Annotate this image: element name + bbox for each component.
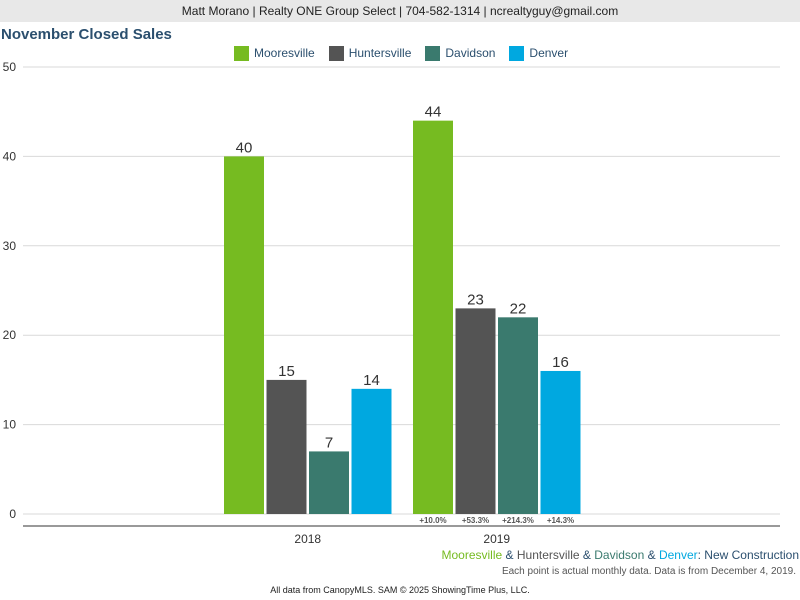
change-label: +10.0% <box>419 516 446 525</box>
legend-label-davidson: Davidson <box>445 46 496 60</box>
bar-davidson-2018 <box>309 451 349 514</box>
chart-subtitle: Mooresville & Huntersville & Davidson & … <box>442 548 800 562</box>
data-label: 7 <box>325 434 333 451</box>
data-label: 22 <box>510 300 527 317</box>
bar-huntersville-2018 <box>266 379 307 514</box>
legend-swatch-denver <box>509 45 525 61</box>
legend-item-davidson: Davidson <box>425 45 496 61</box>
subtitle-huntersville: Huntersville <box>516 548 580 562</box>
x-tick-label: 2018 <box>294 532 321 546</box>
legend-swatch-huntersville <box>328 45 344 61</box>
y-tick-label: 50 <box>3 60 17 74</box>
subtitle-denver: Denver <box>658 548 698 562</box>
legend-item-denver: Denver <box>509 45 569 61</box>
legend-swatch-mooresville <box>234 45 249 61</box>
y-tick-label: 20 <box>3 328 17 342</box>
data-note: Each point is actual monthly data. Data … <box>501 566 796 577</box>
legend-label-mooresville: Mooresville <box>254 46 315 60</box>
bar-denver-2019 <box>540 370 581 514</box>
y-tick-label: 30 <box>3 239 17 253</box>
legend-label-denver: Denver <box>529 46 569 60</box>
chart-legend: Mooresville Huntersville Davidson Denver <box>234 45 582 61</box>
footer-credit: All data from CanopyMLS. SAM © 2025 Show… <box>270 585 530 595</box>
bar-huntersville-2019 <box>455 308 496 514</box>
data-label: 15 <box>278 363 295 380</box>
data-label: 44 <box>425 104 442 121</box>
subtitle-suffix: : New Construction <box>697 548 799 562</box>
subtitle-davidson: Davidson <box>594 548 645 562</box>
bar-davidson-2019 <box>498 317 538 514</box>
legend-item-mooresville: Mooresville <box>234 45 315 61</box>
y-tick-label: 40 <box>3 149 17 163</box>
subtitle-sep-3: & <box>644 548 659 562</box>
y-tick-label: 10 <box>3 418 17 432</box>
data-label: 40 <box>236 139 253 156</box>
subtitle-sep-1: & <box>502 548 517 562</box>
change-label: +214.3% <box>502 516 534 525</box>
bar-mooresville-2018 <box>224 156 264 514</box>
legend-item-huntersville: Huntersville <box>328 45 412 61</box>
change-label: +53.3% <box>462 516 489 525</box>
change-label: +14.3% <box>547 516 574 525</box>
subtitle-mooresville: Mooresville <box>441 548 503 562</box>
chart-title: November Closed Sales <box>1 26 172 43</box>
data-label: 14 <box>363 372 380 389</box>
header-contact: Matt Morano | Realty ONE Group Select | … <box>181 4 619 18</box>
bar-denver-2018 <box>351 388 392 514</box>
legend-label-huntersville: Huntersville <box>348 46 412 60</box>
data-label: 16 <box>552 354 569 371</box>
header-bar <box>0 0 800 22</box>
bar-mooresville-2019 <box>413 120 453 514</box>
y-tick-label: 0 <box>9 507 16 521</box>
data-label: 23 <box>467 291 484 308</box>
subtitle-sep-2: & <box>579 548 595 562</box>
x-tick-label: 2019 <box>483 532 510 546</box>
legend-swatch-davidson <box>425 45 441 61</box>
